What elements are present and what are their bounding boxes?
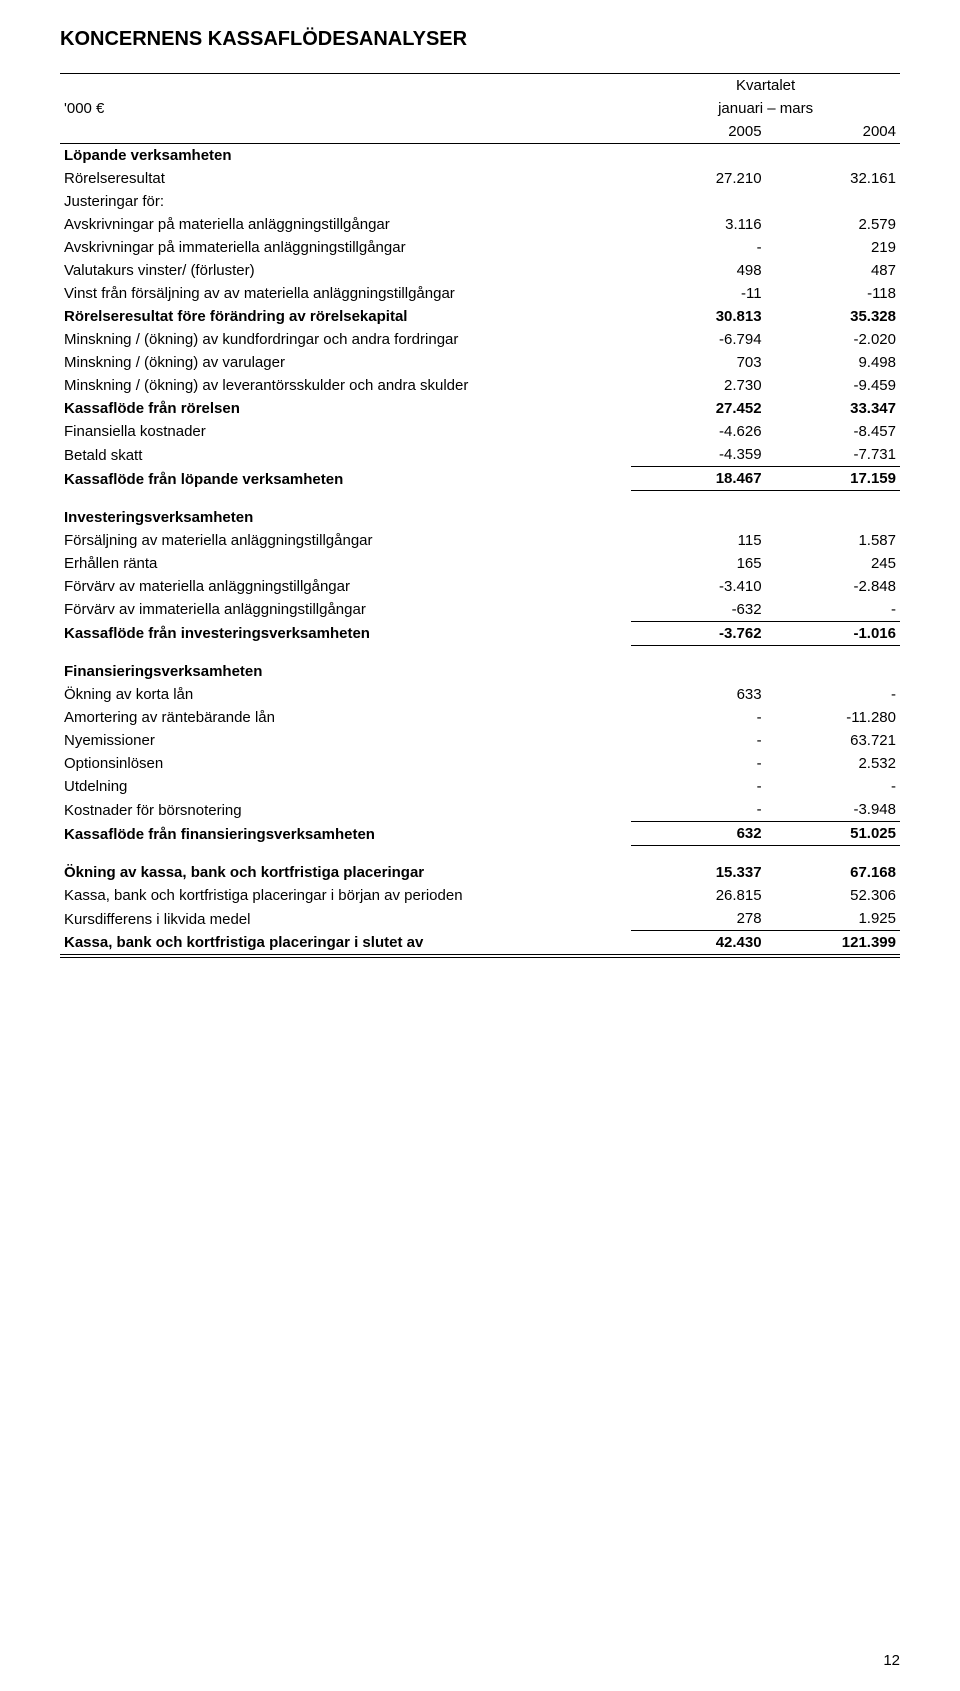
table-row: Vinst från försäljning av av materiella … bbox=[60, 282, 900, 305]
table-row: Rörelseresultat27.21032.161 bbox=[60, 167, 900, 190]
year-1: 2005 bbox=[631, 120, 765, 144]
table-row: Rörelseresultat före förändring av rörel… bbox=[60, 305, 900, 328]
section-total: Kassaflöde från finansieringsverksamhete… bbox=[60, 822, 900, 846]
table-row: Kassa, bank och kortfristiga placeringar… bbox=[60, 884, 900, 907]
table-row: Förvärv av immateriella anläggningstillg… bbox=[60, 598, 900, 622]
section-heading: Investeringsverksamheten bbox=[60, 491, 900, 529]
blank bbox=[60, 74, 631, 97]
table-row: Försäljning av materiella anläggningstil… bbox=[60, 529, 900, 552]
table-row: Kassaflöde från rörelsen27.45233.347 bbox=[60, 397, 900, 420]
page: KONCERNENS KASSAFLÖDESANALYSER Kvartalet… bbox=[0, 0, 960, 1691]
table-row: Utdelning-- bbox=[60, 775, 900, 798]
period-bottom: januari – mars bbox=[631, 97, 900, 120]
table-row: Erhållen ränta165245 bbox=[60, 552, 900, 575]
table-row: Ökning av korta lån633- bbox=[60, 683, 900, 706]
table-row: Finansiella kostnader-4.626-8.457 bbox=[60, 420, 900, 443]
blank bbox=[60, 120, 631, 144]
table-row: Avskrivningar på materiella anläggningst… bbox=[60, 213, 900, 236]
page-title: KONCERNENS KASSAFLÖDESANALYSER bbox=[60, 28, 900, 51]
cashflow-table: Kvartalet '000 € januari – mars 2005 200… bbox=[60, 74, 900, 955]
table-row: Kursdifferens i likvida medel2781.925 bbox=[60, 907, 900, 931]
bottom-rule bbox=[60, 957, 900, 958]
year-2: 2004 bbox=[766, 120, 900, 144]
period-top: Kvartalet bbox=[631, 74, 900, 97]
table-row: Minskning / (ökning) av leverantörsskuld… bbox=[60, 374, 900, 397]
table-row: Betald skatt-4.359-7.731 bbox=[60, 443, 900, 467]
table-row: Ökning av kassa, bank och kortfristiga p… bbox=[60, 846, 900, 885]
section-heading: Finansieringsverksamheten bbox=[60, 645, 900, 683]
heading: Löpande verksamheten bbox=[60, 144, 631, 168]
table-row: Kostnader för börsnotering--3.948 bbox=[60, 798, 900, 822]
table-row: Minskning / (ökning) av kundfordringar o… bbox=[60, 328, 900, 351]
section-total: Kassaflöde från investeringsverksamheten… bbox=[60, 621, 900, 645]
table-row: Optionsinlösen-2.532 bbox=[60, 752, 900, 775]
header-row-unit: '000 € januari – mars bbox=[60, 97, 900, 120]
table-row: Avskrivningar på immateriella anläggning… bbox=[60, 236, 900, 259]
table-row: Amortering av räntebärande lån--11.280 bbox=[60, 706, 900, 729]
table-row: Nyemissioner-63.721 bbox=[60, 729, 900, 752]
table-row: Minskning / (ökning) av varulager7039.49… bbox=[60, 351, 900, 374]
footer-total: Kassa, bank och kortfristiga placeringar… bbox=[60, 931, 900, 955]
header-row-years: 2005 2004 bbox=[60, 120, 900, 144]
table-row: Förvärv av materiella anläggningstillgån… bbox=[60, 575, 900, 598]
section-heading: Löpande verksamheten bbox=[60, 144, 900, 168]
unit-label: '000 € bbox=[60, 97, 631, 120]
table-row: Valutakurs vinster/ (förluster)498487 bbox=[60, 259, 900, 282]
section-total: Kassaflöde från löpande verksamheten18.4… bbox=[60, 467, 900, 491]
table-row: Justeringar för: bbox=[60, 190, 900, 213]
header-row-period: Kvartalet bbox=[60, 74, 900, 97]
page-number: 12 bbox=[883, 1652, 900, 1669]
